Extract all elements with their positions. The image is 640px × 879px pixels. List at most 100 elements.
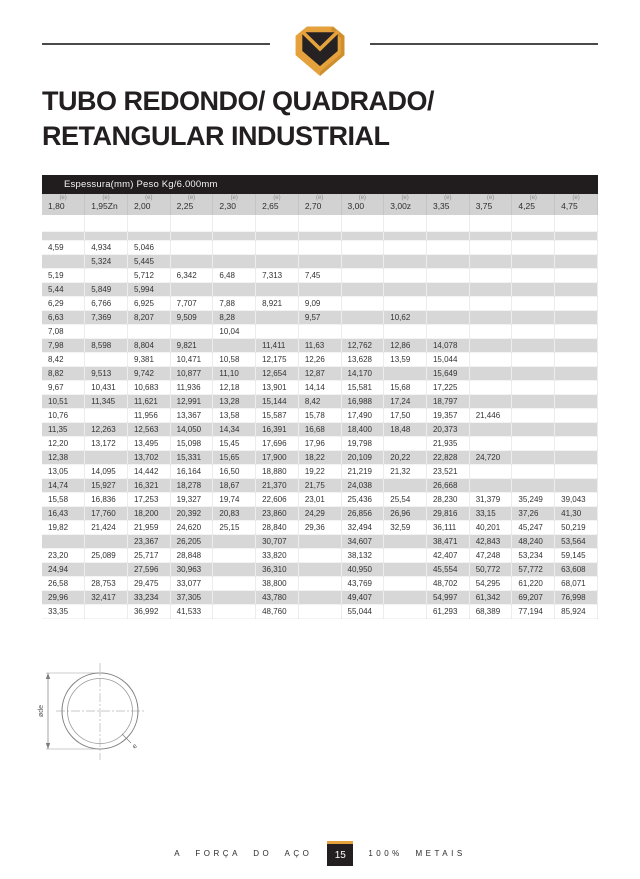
weight-cell: 36,111 — [426, 520, 470, 535]
weight-cell: 7,45 — [298, 268, 342, 283]
weight-cell — [84, 352, 128, 367]
weight-cell: 27,596 — [127, 562, 171, 577]
weight-cell — [84, 450, 128, 465]
weight-cell: 17,225 — [426, 380, 470, 395]
weight-cell: 18,400 — [341, 422, 385, 437]
weight-cell — [554, 352, 598, 367]
weight-cell: 19,798 — [341, 436, 385, 451]
weight-cell: 47,248 — [469, 548, 513, 563]
weight-cell — [341, 324, 385, 339]
weight-cell: 9,09 — [298, 296, 342, 311]
weight-cell: 33,820 — [255, 548, 299, 563]
weight-cell — [341, 268, 385, 283]
weight-cell: 12,26 — [298, 352, 342, 367]
weight-cell — [554, 338, 598, 353]
weight-cell: 5,712 — [127, 268, 171, 283]
weight-cell: 50,219 — [554, 520, 598, 535]
weight-cell: 12,762 — [341, 338, 385, 353]
weight-cell: 77,194 — [511, 604, 556, 619]
column-header: (e) 1,80 — [42, 194, 86, 215]
weight-cell: 32,59 — [383, 520, 427, 535]
spacer-row — [42, 215, 598, 232]
weight-cell: 20,22 — [383, 450, 427, 465]
weight-cell — [383, 548, 427, 563]
weight-cell — [554, 366, 598, 381]
column-header: (e) 3,00 — [341, 194, 385, 215]
weight-cell: 22,606 — [255, 492, 299, 507]
weight-cell: 21,75 — [298, 478, 342, 493]
page-title: TUBO REDONDO/ QUADRADO/ RETANGULAR INDUS… — [42, 84, 602, 154]
weight-cell: 15,649 — [426, 366, 470, 381]
table-row: 5,44 5,849 5,994 — [42, 282, 598, 297]
weight-cell: 39,043 — [554, 492, 598, 507]
metais-shield-logo-icon — [295, 26, 345, 76]
weight-cell — [127, 324, 171, 339]
weight-cell — [84, 562, 128, 577]
weight-cell — [298, 254, 342, 269]
empty-cell — [383, 215, 427, 232]
thickness-leader-line — [121, 733, 132, 744]
table-row: 10,51 11,345 11,621 12,991 13,28 15,144 8,42 16… — [42, 394, 598, 409]
weight-cell: 17,24 — [383, 394, 427, 409]
weight-cell: 8,921 — [255, 296, 299, 311]
weight-cell: 14,442 — [127, 464, 171, 479]
weight-cell — [170, 254, 214, 269]
weight-cell: 24,720 — [469, 450, 513, 465]
table-row: 7,08 10,04 — [42, 324, 598, 339]
weight-cell: 16,164 — [170, 464, 214, 479]
column-header: (e) 2,70 — [298, 194, 342, 215]
weight-cell — [511, 338, 556, 353]
weight-cell: 6,63 — [42, 310, 86, 325]
weight-cell: 45,554 — [426, 562, 470, 577]
weight-cell: 18,48 — [383, 422, 427, 437]
column-header: (e) 3,35 — [426, 194, 470, 215]
weight-cell: 11,936 — [170, 380, 214, 395]
table-caption: Espessura(mm) Peso Kg/6.000mm — [42, 175, 598, 194]
weight-cell: 12,20 — [42, 436, 86, 451]
empty-cell — [212, 215, 257, 232]
weight-cell: 16,836 — [84, 492, 128, 507]
weight-cell: 63,608 — [554, 562, 598, 577]
weight-cell — [426, 310, 470, 325]
weight-cell: 21,935 — [426, 436, 470, 451]
weight-cell: 35,249 — [511, 492, 556, 507]
empty-cell — [170, 215, 214, 232]
weight-cell: 19,74 — [212, 492, 257, 507]
empty-cell — [383, 231, 427, 241]
weight-cell: 18,278 — [170, 478, 214, 493]
empty-cell — [84, 231, 128, 241]
weight-cell: 8,42 — [42, 352, 86, 367]
weight-cell: 9,513 — [84, 366, 128, 381]
weight-cell: 15,65 — [212, 450, 257, 465]
weight-cell: 15,144 — [255, 394, 299, 409]
weight-cell — [554, 254, 598, 269]
weight-cell — [469, 380, 513, 395]
weight-cell: 21,424 — [84, 520, 128, 535]
weight-cell: 12,86 — [383, 338, 427, 353]
weight-cell — [426, 282, 470, 297]
weight-cell: 8,598 — [84, 338, 128, 353]
weight-cell — [212, 548, 257, 563]
weight-cell — [298, 240, 342, 255]
table-row: 15,58 16,836 17,253 19,327 19,74 22,606 23,01 2… — [42, 492, 598, 507]
table-body: 4,59 4,934 5,046 5,324 5,445 5,19 5,712 6,342 6,… — [42, 215, 598, 619]
weight-cell — [383, 604, 427, 619]
weight-cell: 8,28 — [212, 310, 257, 325]
weight-cell: 16,50 — [212, 464, 257, 479]
weight-cell: 17,900 — [255, 450, 299, 465]
table-row: 33,35 36,992 41,533 48,760 55,044 61,293 68,38… — [42, 604, 598, 619]
weight-cell: 76,998 — [554, 590, 598, 605]
column-header: (e) 2,00 — [127, 194, 171, 215]
weight-cell: 33,15 — [469, 506, 513, 521]
weight-cell: 21,32 — [383, 464, 427, 479]
weight-cell: 14,170 — [341, 366, 385, 381]
weight-cell: 9,742 — [127, 366, 171, 381]
weight-cell — [554, 422, 598, 437]
table-row: 26,58 28,753 29,475 33,077 38,800 43,769 48,70… — [42, 576, 598, 591]
weight-cell: 12,991 — [170, 394, 214, 409]
weight-cell — [42, 254, 86, 269]
table-row: 9,67 10,431 10,683 11,936 12,18 13,901 14,14 15… — [42, 380, 598, 395]
empty-cell — [554, 215, 598, 232]
weight-cell — [383, 324, 427, 339]
empty-cell — [42, 231, 86, 241]
